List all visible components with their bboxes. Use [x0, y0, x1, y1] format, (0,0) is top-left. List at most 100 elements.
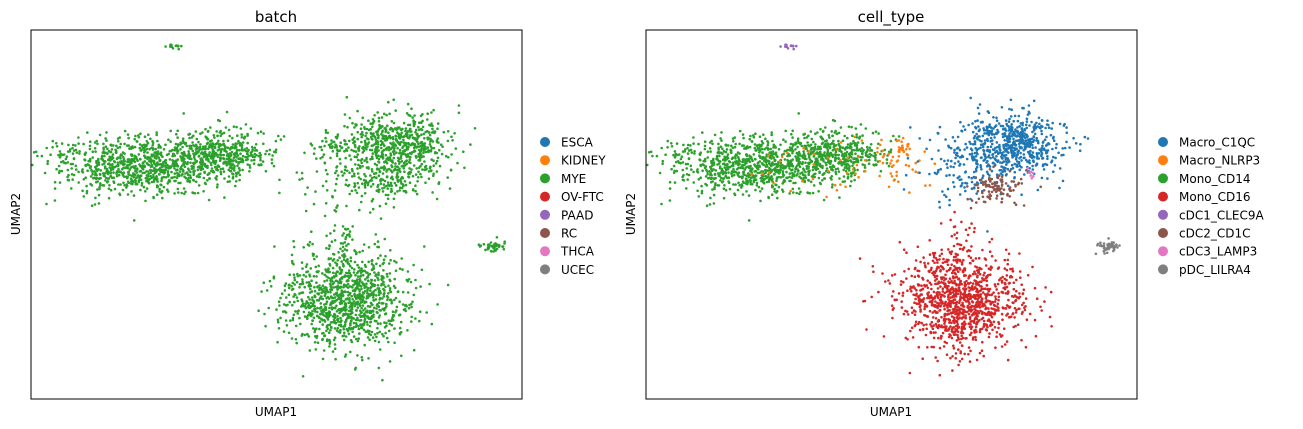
data-point — [370, 176, 374, 180]
data-point — [383, 291, 386, 295]
data-point — [845, 150, 849, 154]
data-point — [752, 153, 756, 156]
data-point — [406, 291, 410, 294]
data-point — [820, 153, 823, 157]
data-point — [839, 158, 842, 162]
data-point — [290, 253, 294, 257]
data-point — [179, 148, 182, 151]
data-point — [370, 137, 374, 141]
data-point — [311, 303, 315, 307]
data-point — [749, 134, 752, 138]
data-point — [310, 290, 314, 293]
data-point — [378, 348, 382, 351]
data-point — [230, 146, 234, 150]
data-point — [311, 298, 314, 302]
data-point — [333, 239, 337, 242]
data-point — [895, 170, 898, 174]
data-point — [94, 167, 98, 171]
data-point — [700, 184, 703, 188]
data-point — [128, 147, 131, 150]
data-point — [406, 147, 410, 151]
data-point — [752, 180, 756, 184]
data-point — [802, 167, 805, 170]
data-point — [192, 161, 195, 165]
data-point — [858, 148, 861, 151]
data-point — [212, 159, 215, 162]
data-point — [358, 208, 361, 212]
data-point — [333, 316, 337, 320]
data-point — [324, 128, 328, 132]
data-point — [865, 153, 868, 156]
data-point — [822, 153, 826, 156]
data-point — [344, 320, 347, 324]
data-point — [675, 169, 679, 173]
data-point — [765, 180, 769, 184]
data-point — [342, 232, 346, 235]
data-point — [339, 242, 343, 245]
data-point — [797, 163, 801, 167]
data-point — [365, 282, 368, 286]
data-point — [882, 154, 886, 157]
data-point — [85, 184, 88, 188]
data-point — [272, 276, 276, 280]
data-point — [205, 153, 208, 157]
data-point — [770, 185, 774, 189]
data-point — [851, 134, 854, 137]
data-point — [404, 127, 408, 130]
legend-label: RC — [561, 227, 577, 241]
data-point — [135, 168, 139, 171]
data-point — [127, 136, 130, 140]
data-point — [990, 169, 994, 173]
data-point — [238, 178, 241, 182]
data-point — [277, 300, 281, 304]
data-point — [338, 308, 341, 312]
data-point — [816, 145, 820, 149]
data-point — [396, 146, 399, 150]
data-point — [360, 356, 364, 359]
data-point — [391, 137, 395, 141]
data-point — [495, 236, 499, 239]
data-point — [831, 118, 835, 122]
data-point — [834, 129, 837, 133]
data-point — [761, 172, 764, 176]
data-point — [432, 164, 436, 167]
data-point — [101, 163, 104, 166]
data-point — [451, 139, 454, 142]
data-point — [122, 181, 125, 185]
data-point — [379, 182, 383, 185]
data-point — [710, 176, 714, 180]
data-point — [798, 165, 802, 169]
data-point — [773, 168, 777, 172]
data-point — [756, 144, 759, 147]
data-point — [225, 163, 229, 167]
data-point — [111, 167, 115, 170]
data-point — [376, 111, 380, 114]
data-point — [158, 168, 162, 172]
data-point — [192, 134, 195, 138]
data-point — [175, 176, 179, 179]
data-point — [392, 147, 396, 150]
data-point — [754, 188, 757, 192]
data-point — [222, 139, 225, 143]
data-point — [816, 167, 820, 171]
data-point — [703, 147, 707, 151]
data-point — [495, 244, 498, 248]
data-point — [151, 155, 154, 158]
data-point — [250, 153, 253, 156]
data-point — [1043, 138, 1047, 141]
data-point — [189, 176, 193, 179]
data-point — [229, 160, 233, 163]
data-point — [781, 163, 784, 167]
data-point — [34, 150, 38, 154]
data-point — [114, 148, 117, 152]
data-point — [411, 189, 415, 192]
data-point — [723, 157, 727, 161]
data-point — [133, 167, 137, 170]
data-point — [310, 144, 314, 147]
data-point — [833, 183, 837, 187]
data-point — [181, 170, 185, 173]
data-point — [495, 247, 499, 251]
data-point — [786, 151, 789, 155]
data-point — [192, 173, 195, 176]
data-point — [393, 298, 396, 302]
